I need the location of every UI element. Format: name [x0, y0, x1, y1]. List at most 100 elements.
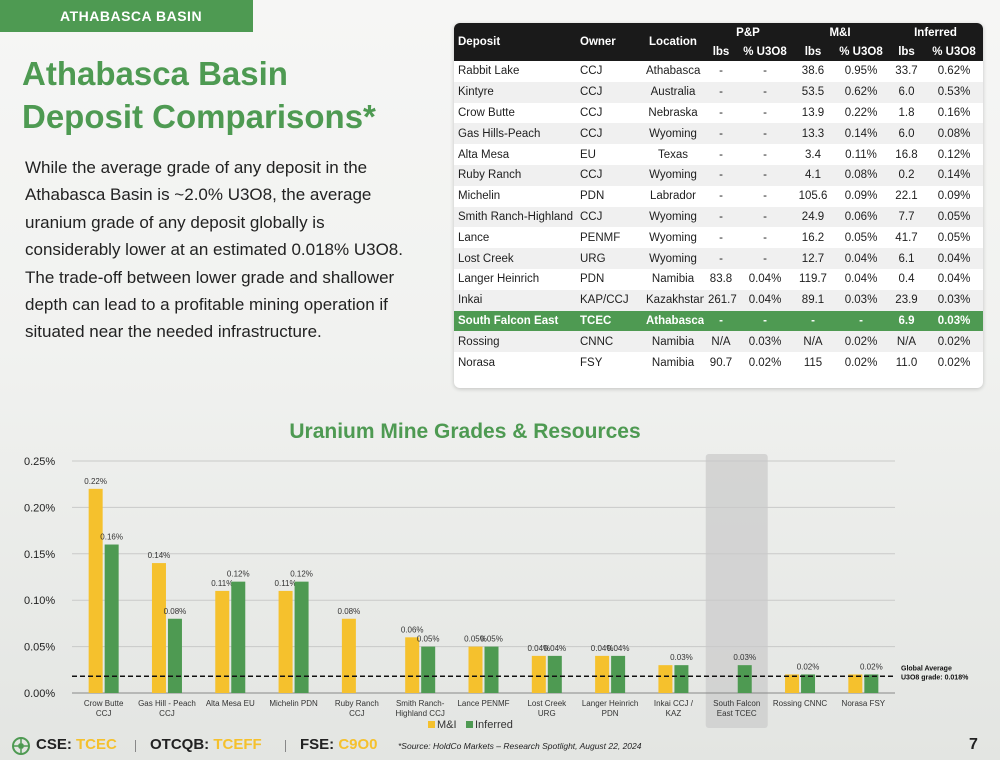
cell-location: Nebraska	[648, 106, 698, 119]
cell-pp-pct: -	[738, 81, 792, 103]
cell-mi-lbs: -	[792, 310, 834, 332]
reference-label: U3O8 grade: 0.018%	[901, 674, 969, 681]
x-tick-label: CCJ	[159, 709, 175, 718]
col-header-mi-pct: % U3O8	[834, 42, 888, 61]
cell-pp-lbs: -	[704, 164, 738, 186]
cell-owner: FSY	[580, 356, 603, 369]
cell-inf-pct: 0.04%	[937, 273, 971, 286]
cell-mi-pct: 0.02%	[844, 356, 878, 369]
cell-mi-pct: 0.09%	[844, 190, 878, 203]
y-tick-label: 0.00%	[24, 688, 55, 700]
table-row: Lost Creek URG Wyoming - -12.7 0.04% 6.1 0.04%	[454, 248, 983, 269]
ticker-cse-symbol: TCEC	[76, 736, 117, 753]
col-header-pp-lbs: lbs	[704, 42, 738, 61]
x-tick-label: Inkai CCJ /	[654, 699, 694, 708]
bar-inferred	[484, 646, 499, 693]
cell-owner: EU	[580, 148, 596, 161]
cell-mi-pct: 0.14%	[834, 123, 888, 145]
x-tick-label: Michelin PDN	[269, 699, 318, 708]
bar-inferred	[421, 646, 436, 693]
intro-paragraph: While the average grade of any deposit i…	[25, 158, 403, 342]
x-tick-label: Gas Hill - Peach	[138, 699, 196, 708]
cell-pp-lbs: -	[704, 81, 738, 103]
data-label: 0.08%	[164, 607, 187, 616]
cell-deposit: Rabbit Lake	[458, 65, 520, 78]
bar-inferred	[547, 655, 562, 693]
x-tick-label: Lance PENMF	[457, 699, 509, 708]
cell-inf-lbs: 33.7	[895, 65, 918, 78]
cell-inf-lbs: 0.4	[898, 273, 915, 286]
cell-pp-lbs: 261.7	[704, 289, 738, 311]
bar-mi	[785, 674, 800, 693]
cell-mi-lbs: 16.2	[801, 231, 825, 244]
cell-owner: CCJ	[580, 65, 603, 78]
cell-owner: KAP/CCJ	[576, 289, 642, 311]
cell-location: Australia	[642, 81, 704, 103]
data-label: 0.05%	[464, 635, 487, 644]
cell-mi-lbs: 12.7	[792, 248, 834, 269]
page-title: Athabasca Basin Deposit Comparisons*	[22, 52, 422, 138]
page-title-line-1: Athabasca Basin	[22, 55, 288, 92]
table-row: Kintyre CCJ Australia - -53.5 0.62% 6.0 0.53%	[454, 81, 983, 103]
cell-deposit: Smith Ranch-Highland	[454, 206, 576, 228]
cell-inf-lbs: 7.7	[888, 206, 925, 228]
cell-inf-pct: 0.08%	[925, 123, 983, 145]
cell-mi-lbs: 13.9	[801, 106, 825, 119]
bar-inferred	[864, 674, 879, 693]
cell-inf-lbs: 11.0	[895, 356, 918, 369]
cell-location: Namibia	[651, 356, 695, 369]
bar-mi	[88, 488, 103, 693]
table-row: Crow Butte CCJ Nebraska - - 13.9 0.22% 1.8 0.16%	[454, 103, 983, 124]
cell-owner: CCJ	[576, 81, 642, 103]
x-tick-label: Highland CCJ	[396, 709, 445, 718]
ticker-fse-label: FSE:	[300, 736, 335, 753]
cell-pp-lbs: -	[704, 248, 738, 269]
cell-mi-pct: 0.22%	[844, 106, 878, 119]
cell-deposit: Rossing	[454, 331, 576, 353]
cell-mi-lbs: 53.5	[792, 81, 834, 103]
cell-deposit: Michelin	[458, 190, 501, 203]
data-label: 0.03%	[733, 653, 756, 662]
cell-location: Wyoming	[642, 123, 704, 145]
cell-inf-lbs: 6.0	[888, 123, 925, 145]
cell-mi-lbs: 115	[803, 356, 823, 369]
cell-mi-lbs: 105.6	[798, 190, 828, 203]
table-row: Gas Hills-Peach CCJ Wyoming - -13.3 0.14% 6.0 0…	[454, 123, 983, 145]
x-tick-label: East TCEC	[717, 709, 757, 718]
cell-deposit: Lost Creek	[454, 248, 576, 269]
cell-pp-lbs: 90.7	[709, 356, 733, 369]
cell-pp-pct: -	[738, 123, 792, 145]
cell-owner: URG	[576, 248, 642, 269]
page-number: 7	[969, 736, 978, 753]
bar-inferred	[611, 655, 626, 693]
bar-inferred	[104, 544, 119, 693]
legend-swatch-inferred	[466, 721, 473, 728]
reference-label: Global Average	[901, 665, 952, 672]
table-row: Rossing CNNC Namibia N/A 0.03% N/A 0.02% N/A 0.0…	[454, 331, 983, 353]
table-row: Michelin PDN Labrador - - 105.6 0.09% 22.1 0.09%	[454, 186, 983, 207]
cell-location: Wyoming	[642, 248, 704, 269]
cell-mi-pct: 0.03%	[834, 289, 888, 311]
chart-title: Uranium Mine Grades & Resources	[289, 420, 641, 443]
company-logo-icon	[12, 737, 30, 755]
data-label: 0.02%	[797, 662, 820, 671]
cell-inf-pct: 0.02%	[937, 356, 971, 369]
cell-location: Athabasca	[642, 310, 704, 332]
cell-pp-lbs: -	[719, 231, 723, 244]
cell-deposit: Gas Hills-Peach	[454, 123, 576, 145]
cell-inf-pct: 0.14%	[925, 164, 983, 186]
bar-mi	[848, 674, 863, 693]
cell-deposit: Kintyre	[454, 81, 576, 103]
footer: CSE: TCEC OTCQB: TCEFF FSE: C9O0 *Source…	[0, 733, 1000, 760]
cell-owner: CCJ	[576, 164, 642, 186]
col-header-mi-lbs: lbs	[792, 42, 834, 61]
bar-mi	[468, 646, 483, 693]
x-tick-label: Rossing CNNC	[773, 699, 827, 708]
bar-mi	[531, 655, 546, 693]
cell-pp-pct: -	[763, 65, 767, 78]
cell-pp-pct: 0.04%	[738, 289, 792, 311]
table-row: Smith Ranch-Highland CCJ Wyoming - -24.9 0.06…	[454, 206, 983, 228]
cell-mi-lbs: 3.4	[805, 148, 821, 161]
col-header-pp: P&P	[704, 23, 792, 42]
data-label: 0.02%	[860, 662, 883, 671]
